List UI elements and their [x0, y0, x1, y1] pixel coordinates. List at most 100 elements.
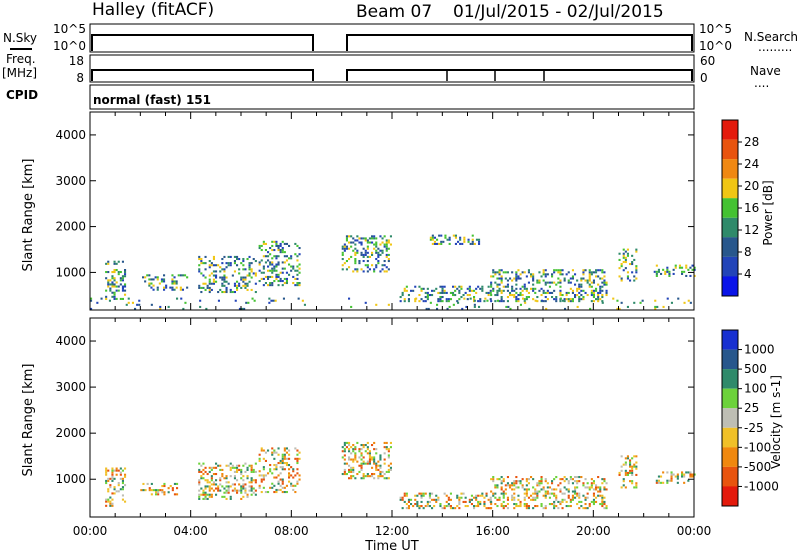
echo-cell	[693, 266, 696, 269]
echo-cell	[258, 484, 261, 487]
echo-cell	[119, 283, 122, 286]
echo-cell	[288, 480, 291, 483]
echo-cell	[273, 464, 276, 467]
echo-cell	[277, 453, 280, 456]
echo-cell	[90, 299, 93, 302]
echo-cell	[200, 291, 203, 294]
echo-cell	[127, 297, 130, 300]
echo-cell	[366, 241, 369, 244]
echo-cell	[215, 487, 218, 490]
echo-cell	[275, 273, 278, 276]
echo-cell	[379, 473, 382, 476]
echo-cell	[412, 289, 415, 292]
echo-cell	[273, 491, 276, 494]
echo-cell	[590, 285, 593, 288]
echo-cell	[121, 279, 124, 282]
echo-cell	[426, 296, 429, 299]
echo-cell	[264, 249, 267, 252]
echo-cell	[471, 234, 474, 237]
echo-cell	[461, 307, 464, 310]
echo-cell	[631, 254, 634, 257]
echo-cell	[96, 301, 99, 304]
echo-cell	[500, 281, 503, 284]
echo-cell	[208, 264, 211, 267]
echo-cell	[341, 253, 344, 256]
echo-cell	[127, 301, 130, 304]
echo-cell	[212, 483, 215, 486]
echo-cell	[532, 298, 535, 301]
echo-cell	[109, 504, 112, 507]
echo-cell	[383, 243, 386, 246]
echo-cell	[532, 289, 535, 292]
echo-cell	[668, 272, 671, 275]
echo-cell	[217, 489, 220, 492]
echo-cell	[515, 300, 518, 303]
echo-cell	[240, 262, 243, 265]
echo-cell	[296, 244, 299, 247]
echo-cell	[551, 492, 554, 495]
echo-cell	[121, 277, 124, 280]
echo-cell	[231, 464, 234, 467]
echo-cell	[208, 466, 211, 469]
echo-cell	[264, 255, 267, 258]
echo-cell	[681, 272, 684, 275]
echo-cell	[248, 268, 251, 271]
echo-cell	[260, 449, 263, 452]
velocity-colorbar-tick-label: 500	[744, 362, 767, 376]
echo-cell	[366, 452, 369, 455]
echo-cell	[294, 277, 297, 280]
echo-cell	[275, 263, 278, 266]
echo-cell	[490, 281, 493, 284]
echo-cell	[283, 242, 286, 245]
echo-cell	[403, 289, 406, 292]
echo-cell	[496, 285, 499, 288]
echo-cell	[210, 495, 213, 498]
echo-cell	[206, 473, 209, 476]
echo-cell	[246, 468, 249, 471]
echo-cell	[341, 446, 344, 449]
echo-cell	[446, 307, 449, 310]
echo-cell	[238, 258, 241, 261]
echo-cell	[466, 287, 469, 290]
echo-cell	[578, 476, 581, 479]
echo-cell	[275, 488, 278, 491]
echo-cell	[603, 281, 606, 284]
echo-cell	[605, 507, 608, 510]
echo-cell	[260, 447, 263, 450]
echo-cell	[107, 279, 110, 282]
echo-cell	[362, 253, 365, 256]
echo-cell	[492, 275, 495, 278]
echo-cell	[431, 498, 434, 501]
echo-cell	[548, 503, 551, 506]
echo-cell	[586, 486, 589, 489]
echo-cell	[654, 305, 657, 308]
echo-cell	[354, 258, 357, 261]
echo-cell	[360, 466, 363, 469]
echo-cell	[109, 496, 112, 499]
echo-cell	[258, 470, 261, 473]
echo-cell	[569, 505, 572, 508]
echo-cell	[186, 276, 189, 279]
echo-cell	[601, 496, 604, 499]
echo-cell	[595, 484, 598, 487]
y-tick-label: 2000	[55, 426, 86, 440]
echo-cell	[420, 298, 423, 301]
echo-cell	[561, 294, 564, 297]
echo-cell	[511, 494, 514, 497]
echo-cell	[244, 286, 247, 289]
echo-cell	[557, 277, 560, 280]
echo-cell	[523, 287, 526, 290]
echo-cell	[219, 489, 222, 492]
echo-cell	[379, 466, 382, 469]
echo-cell	[281, 462, 284, 465]
echo-cell	[375, 466, 378, 469]
echo-cell	[354, 253, 357, 256]
echo-cell	[270, 299, 273, 302]
echo-cell	[597, 283, 600, 286]
echo-cell	[294, 242, 297, 245]
echo-cell	[241, 307, 244, 310]
echo-cell	[121, 479, 124, 482]
echo-cell	[352, 448, 355, 451]
echo-cell	[629, 480, 632, 483]
